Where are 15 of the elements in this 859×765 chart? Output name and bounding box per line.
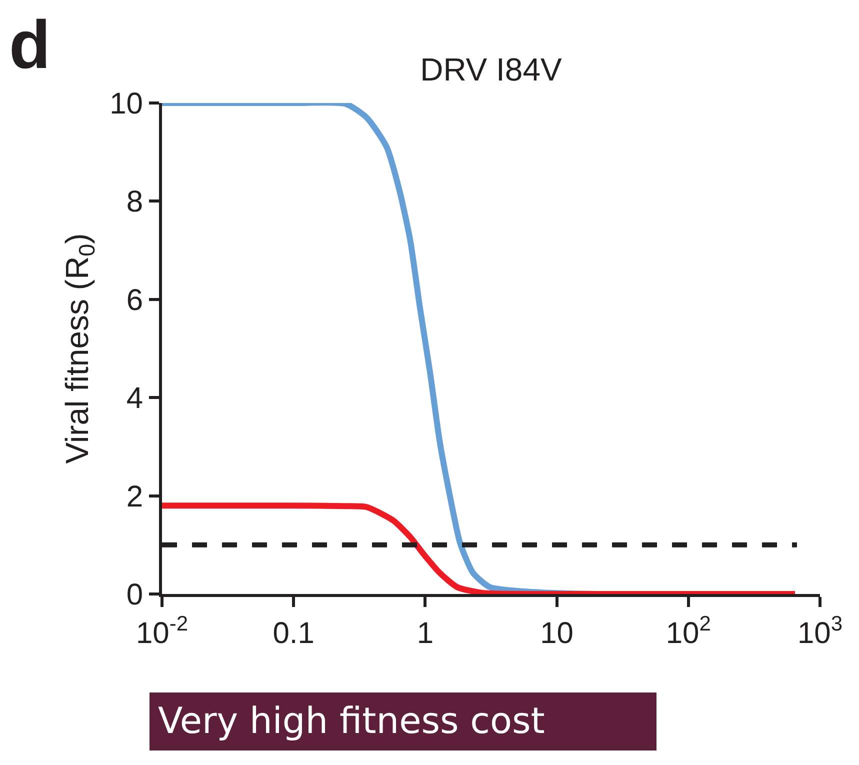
x-tick-label: 10 <box>540 617 574 650</box>
x-tick-label: 10$^{3}$ <box>797 612 843 650</box>
y-tick-label: 10 <box>110 88 143 120</box>
x-tick-label: 10$^{-2}$ <box>136 612 188 650</box>
y-tick-label: 0 <box>126 578 143 612</box>
x-tick-label: 10$^{2}$ <box>666 612 711 650</box>
x-tick-label: 1 <box>416 617 434 650</box>
y-tick-label: 6 <box>126 284 143 317</box>
y-tick-label: 4 <box>126 382 143 416</box>
y-tick-label: 8 <box>126 186 143 219</box>
text: Very high fitness cost <box>158 701 648 742</box>
x-tick-label: 0.1 <box>272 617 314 650</box>
text: d <box>9 7 51 83</box>
y-tick-label: 2 <box>126 480 143 514</box>
chart-title: DRV I84V <box>420 51 563 88</box>
